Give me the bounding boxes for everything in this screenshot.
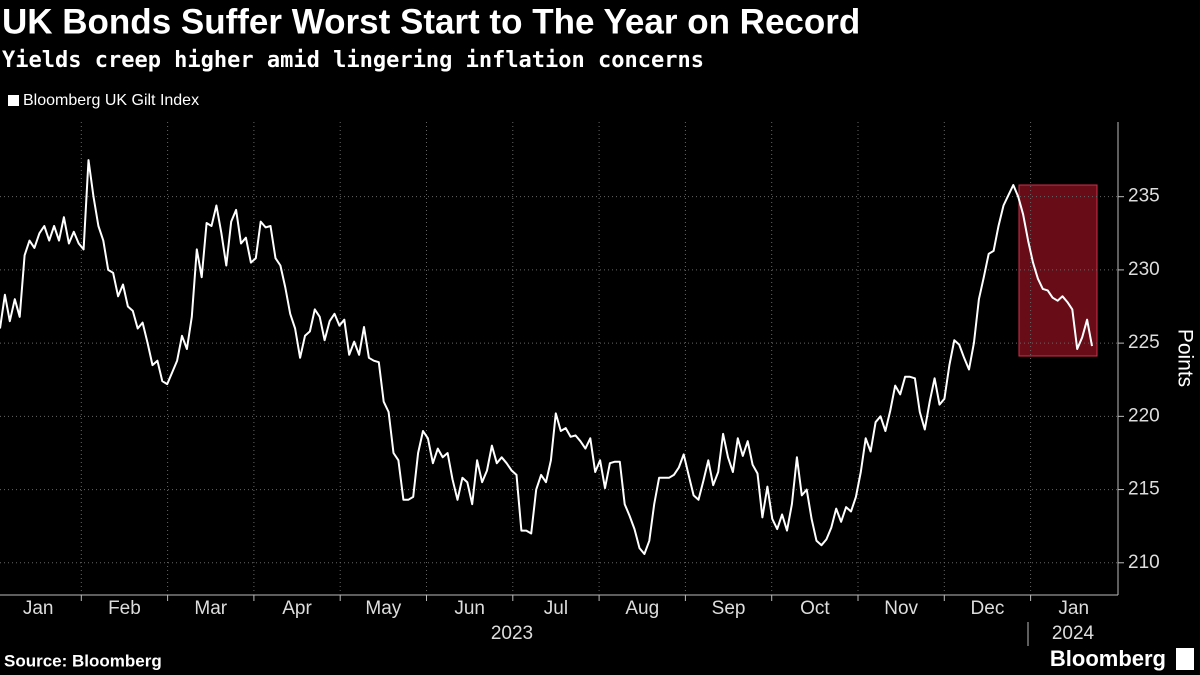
x-tick-label: Mar (194, 598, 227, 619)
chart-title: UK Bonds Suffer Worst Start to The Year … (2, 2, 860, 41)
x-tick-label: Dec (971, 598, 1005, 619)
y-tick-label: 210 (1128, 552, 1160, 573)
x-tick-label: Oct (800, 598, 830, 619)
x-tick-label: Aug (625, 598, 659, 619)
y-tick-label: 215 (1128, 479, 1160, 500)
source: Source: Bloomberg (4, 651, 162, 670)
x-tick-label: Jan (23, 598, 54, 619)
x-tick-label: May (365, 598, 401, 619)
x-tick-label: Apr (282, 598, 312, 619)
x-tick-label: Feb (108, 598, 141, 619)
legend-swatch (8, 95, 19, 106)
year-label: 2023 (491, 623, 533, 644)
x-tick-label: Sep (712, 598, 746, 619)
y-tick-label: 235 (1128, 186, 1160, 207)
x-tick-label: Jan (1058, 598, 1089, 619)
year-label: 2024 (1052, 623, 1095, 644)
y-tick-label: 220 (1128, 405, 1160, 426)
x-tick-label: Nov (884, 598, 918, 619)
y-tick-label: 230 (1128, 259, 1160, 280)
legend-label: Bloomberg UK Gilt Index (23, 92, 199, 109)
line-series (0, 159, 1093, 555)
y-tick-label: 225 (1128, 332, 1160, 353)
x-tick-label: Jun (454, 598, 485, 619)
brand: Bloomberg (1050, 646, 1166, 671)
chart-subtitle: Yields creep higher amid lingering infla… (2, 48, 704, 73)
x-tick-label: Jul (544, 598, 568, 619)
brand-icon (1176, 648, 1194, 670)
y-axis-label: Points (1173, 329, 1196, 387)
